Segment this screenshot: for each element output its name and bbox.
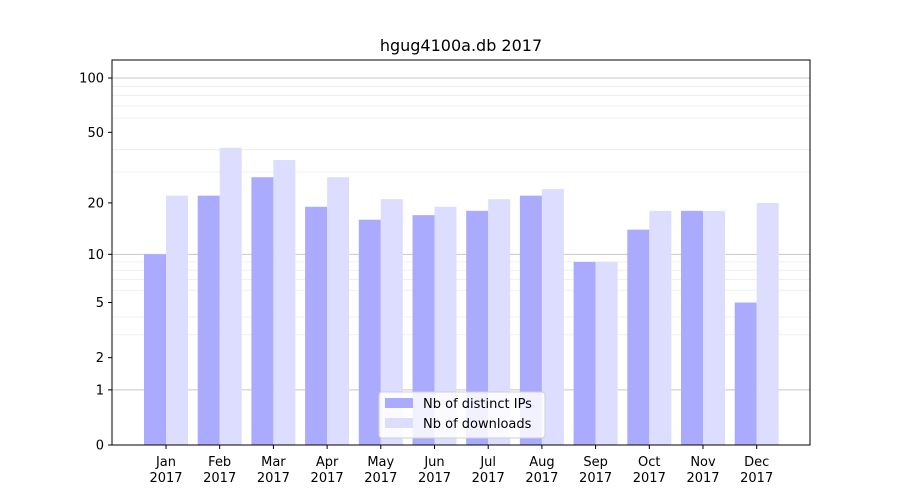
x-tick-label: Jul 2017	[472, 455, 505, 486]
bar-downloads	[166, 195, 188, 445]
legend-swatch	[385, 418, 413, 428]
bar-downloads	[541, 189, 564, 445]
bar-distinct-ips	[412, 215, 435, 445]
y-tick-label: 1	[96, 383, 104, 398]
x-tick-label: Feb 2017	[203, 455, 236, 486]
bar-downloads	[273, 160, 296, 445]
legend-label: Nb of downloads	[423, 417, 532, 432]
bar-downloads	[434, 206, 457, 445]
x-tick-label: Nov 2017	[686, 455, 719, 486]
legend-label: Nb of distinct IPs	[423, 397, 532, 412]
x-tick-label: Jun 2017	[418, 455, 451, 486]
y-tick-label: 2	[96, 351, 104, 366]
y-tick-label: 10	[87, 248, 104, 263]
x-tick-label: Aug 2017	[525, 455, 558, 486]
bar-downloads	[327, 177, 350, 446]
bar-distinct-ips	[627, 229, 650, 445]
bar-downloads	[703, 210, 725, 445]
legend-swatch	[385, 398, 413, 408]
bar-distinct-ips	[734, 302, 757, 445]
chart-title: hgug4100a.db 2017	[380, 36, 542, 55]
x-axis: Jan 2017 Feb 2017 Mar 2017 Apr 2017 May 2017 Jun 20…	[149, 445, 773, 486]
y-axis: 0 1 2 5 10 20 50 100	[79, 72, 112, 454]
y-tick-label: 0	[96, 439, 104, 454]
y-tick-label: 20	[87, 196, 104, 211]
bar-distinct-ips	[358, 219, 381, 445]
x-tick-label: Dec 2017	[740, 455, 773, 486]
y-tick-label: 5	[96, 296, 104, 311]
legend: Nb of distinct IPs Nb of downloads	[378, 391, 546, 439]
bar-distinct-ips	[573, 261, 596, 445]
plot-frame	[111, 59, 811, 446]
bars-layer	[144, 147, 779, 446]
bar-downloads	[219, 147, 242, 445]
bar-distinct-ips	[681, 210, 703, 445]
bar-downloads	[488, 199, 511, 445]
bar-downloads	[595, 261, 618, 445]
x-tick-label: Apr 2017	[311, 455, 344, 486]
x-tick-label: Sep 2017	[579, 455, 612, 486]
y-tick-label: 50	[87, 126, 104, 141]
legend-box	[378, 391, 546, 439]
bar-distinct-ips	[466, 210, 489, 445]
bar-downloads	[756, 202, 779, 445]
bar-downloads	[380, 199, 403, 445]
x-tick-label: Jan 2017	[149, 455, 182, 486]
x-tick-label: May 2017	[364, 455, 397, 486]
x-tick-label: Oct 2017	[633, 455, 666, 486]
bar-downloads	[649, 210, 672, 445]
x-tick-label: Mar 2017	[257, 455, 290, 486]
bar-distinct-ips	[519, 195, 542, 445]
bar-distinct-ips	[144, 254, 166, 445]
bar-distinct-ips	[305, 206, 328, 445]
bar-distinct-ips	[251, 177, 274, 446]
bar-distinct-ips	[197, 195, 220, 445]
y-tick-label: 100	[79, 72, 104, 87]
